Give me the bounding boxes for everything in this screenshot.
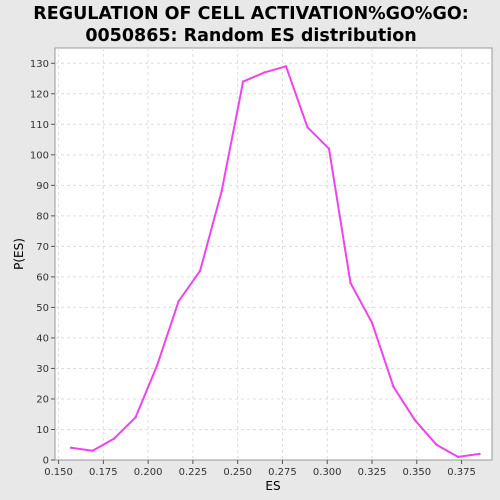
grid (55, 48, 492, 460)
chart-title-line-1: REGULATION OF CELL ACTIVATION%GO%GO: (33, 4, 468, 24)
y-axis-label: P(ES) (12, 238, 26, 270)
y-tick-label: 110 (30, 120, 49, 131)
x-tick-label: 0.375 (447, 467, 476, 478)
series-line-0 (70, 65, 481, 458)
y-tick-label: 130 (30, 59, 49, 70)
y-tick-label: 30 (36, 364, 49, 375)
data-point (220, 190, 223, 193)
x-tick-label: 0.275 (268, 467, 297, 478)
data-point (413, 419, 417, 422)
data-point (435, 443, 438, 446)
y-tick-label: 40 (36, 333, 49, 344)
y-tick-label: 20 (36, 394, 49, 405)
x-axis-label: ES (265, 479, 280, 493)
data-point (263, 71, 266, 74)
y-tick-label: 120 (30, 89, 49, 100)
data-point (241, 80, 245, 83)
y-tick-label: 100 (30, 150, 49, 161)
x-tick-label: 0.350 (402, 467, 431, 478)
chart-title-line-2: 0050865: Random ES distribution (85, 26, 416, 46)
x-tick-label: 0.150 (44, 467, 73, 478)
data-point (198, 269, 202, 272)
data-point (155, 364, 159, 367)
y-tick-label: 60 (36, 272, 49, 283)
y-tick-label: 50 (36, 303, 49, 314)
axes: 0 10 20 30 40 50 60 70 80 90 100 110 120 130 0.150 0.17… (30, 59, 476, 478)
data-point (456, 455, 460, 459)
x-tick-label: 0.250 (223, 467, 252, 478)
data-point (284, 65, 288, 68)
x-tick-label: 0.300 (313, 467, 342, 478)
data-point (306, 126, 309, 129)
data-point (177, 300, 180, 303)
data-point (134, 416, 137, 419)
data-point (69, 446, 73, 449)
data-point (349, 281, 352, 285)
series-layer (69, 65, 481, 459)
y-tick-label: 90 (36, 181, 49, 192)
y-tick-label: 80 (36, 211, 49, 222)
y-tick-label: 0 (43, 456, 49, 467)
data-point (392, 385, 395, 388)
x-tick-label: 0.200 (134, 467, 163, 478)
x-tick-label: 0.225 (179, 467, 208, 478)
y-tick-label: 70 (36, 242, 49, 253)
x-tick-label: 0.325 (358, 467, 387, 478)
data-point (478, 452, 481, 456)
x-tick-label: 0.175 (89, 467, 118, 478)
data-point (91, 449, 94, 453)
plot-area (54, 47, 493, 461)
data-point (327, 147, 331, 150)
data-point (370, 321, 374, 324)
y-tick-label: 10 (36, 425, 49, 436)
data-point (112, 437, 116, 440)
